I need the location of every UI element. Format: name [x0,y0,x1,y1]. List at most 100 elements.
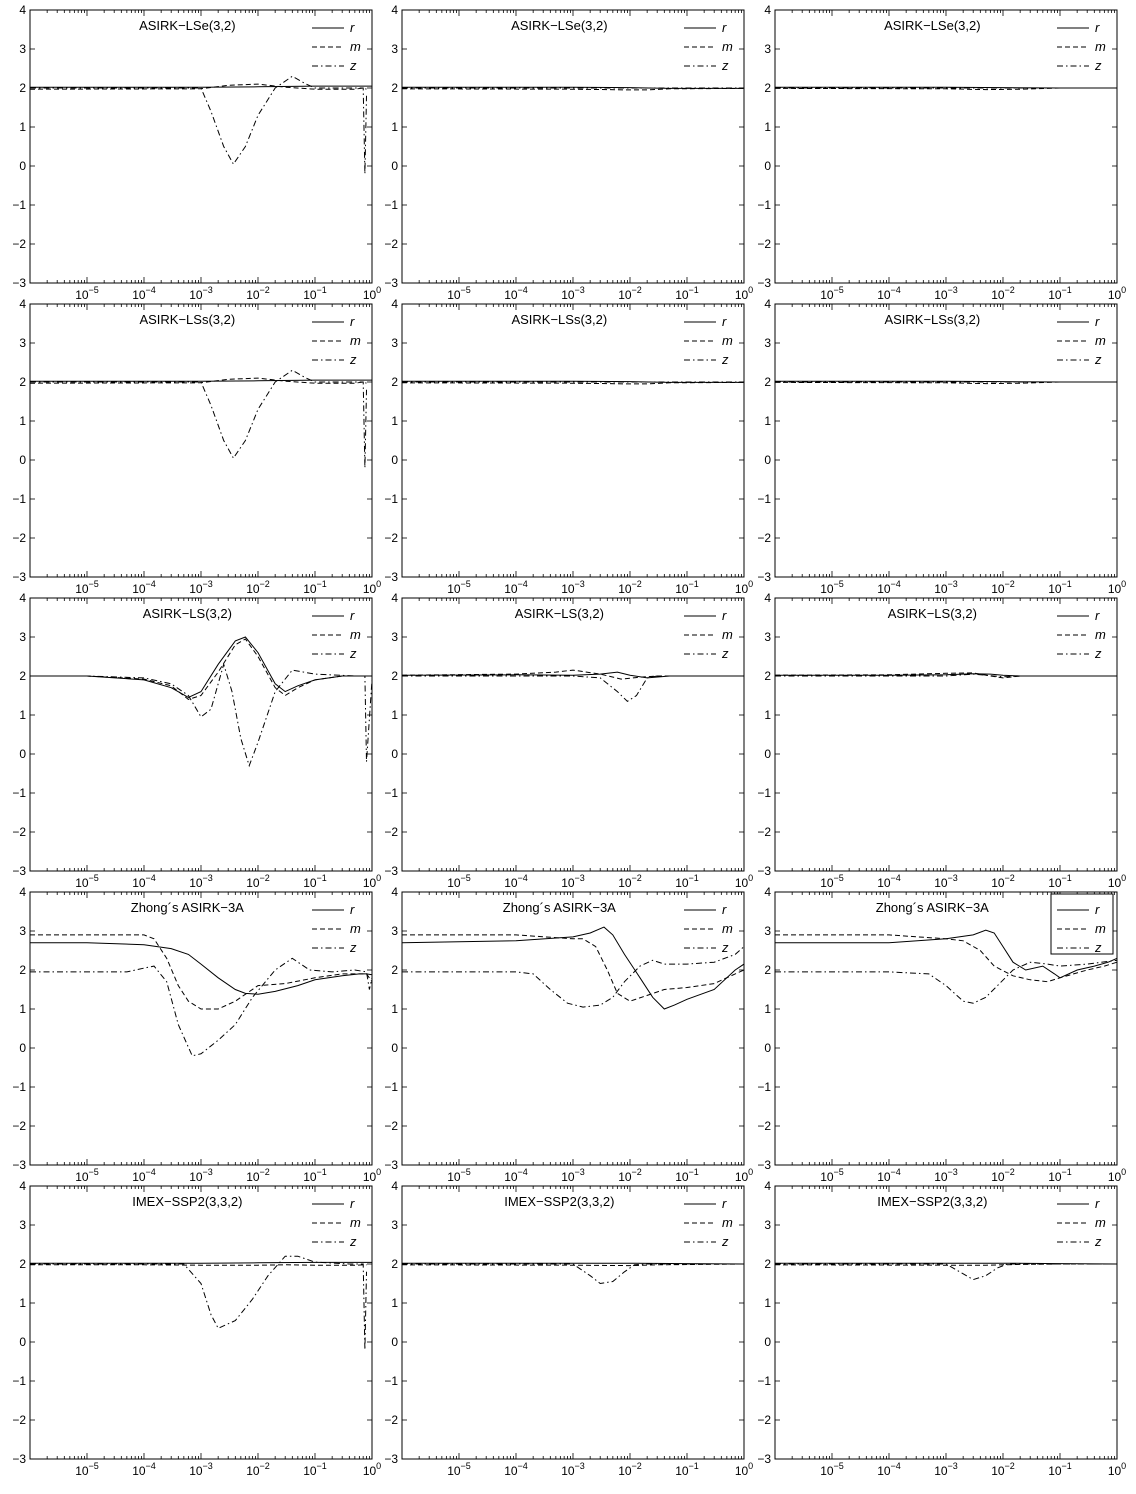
y-tick-label: −2 [384,825,398,839]
chart-panel-2: 10−5 10−4 10−3 10−2 10−1 100 −3 −2 −1 0 1 2 3 4 ASIRK−… [384,3,753,302]
x-tick-exponent: −2 [1005,873,1015,883]
legend-label-r: r [1095,314,1100,329]
x-tick-exponent: −5 [89,579,99,589]
x-tick-base: 10 [1108,1170,1122,1184]
x-tick-base: 10 [132,1464,146,1478]
x-tick-label: 10−2 [991,1461,1015,1478]
chart-panel-13: 10−5 10−4 10−3 10−2 10−1 100 −3 −2 −1 0 1 2 3 4 IMEX−S… [12,1179,381,1478]
x-tick-exponent: 0 [748,579,753,589]
x-tick-exponent: −4 [891,1167,901,1177]
series-line-r [30,85,372,88]
x-tick-base: 10 [934,1464,948,1478]
x-tick-label: 100 [735,285,753,302]
chart-title: ASIRK−LS(3,2) [515,606,604,621]
x-tick-base: 10 [618,876,632,890]
y-tick-label: 2 [764,963,771,977]
x-tick-label: 10−5 [820,1461,844,1478]
x-tick-base: 10 [561,1170,575,1184]
x-tick-label: 10−1 [303,285,327,302]
x-tick-exponent: −5 [834,873,844,883]
x-tick-exponent: −1 [689,1461,699,1471]
x-tick-exponent: −1 [689,285,699,295]
x-tick-exponent: 0 [1121,1461,1126,1471]
x-tick-label: 10−5 [447,285,471,302]
x-tick-base: 10 [877,876,891,890]
axes-frame [29,597,373,872]
x-tick-label: 10−1 [675,1167,699,1184]
y-tick-label: 4 [19,297,26,311]
y-tick-label: 2 [391,1257,398,1271]
x-tick-base: 10 [618,582,632,596]
x-tick-label: 10−1 [303,873,327,890]
x-tick-exponent: 0 [376,1167,381,1177]
x-tick-exponent: −5 [834,1167,844,1177]
series-line-m [775,87,1117,91]
series-line-r [30,636,372,698]
x-tick-label: 10−2 [618,285,642,302]
y-tick-label: −2 [384,1119,398,1133]
chart-svg: 10−5 10−4 10−3 10−2 10−1 100−3−2−101234ASIRK−… [757,591,1126,890]
chart-panel-9: 10−5 10−4 10−3 10−2 10−1 100 −3 −2 −1 0 1 2 3 4 ASIRK−… [757,591,1126,890]
chart-panel-12: 10−5 10−4 10−3 10−2 10−1 100 −3 −2 −1 0 1 2 3 4 Zhong´… [757,885,1126,1184]
x-tick-label: 100 [1108,873,1126,890]
y-tick-label: −3 [12,570,26,584]
legend-box [1050,893,1114,955]
y-tick-label: 4 [19,591,26,605]
x-tick-base: 10 [877,1464,891,1478]
x-tick-base: 10 [1108,582,1122,596]
x-tick-base: 10 [877,288,891,302]
x-tick-label: 100 [1108,1461,1126,1478]
y-tick-label: −1 [384,1374,398,1388]
x-tick-exponent: −3 [203,285,213,295]
x-tick-base: 10 [735,582,749,596]
axes-frame [774,303,1118,578]
x-tick-exponent: −2 [1005,1461,1015,1471]
legend-label-r: r [350,314,355,329]
chart-svg: 10−5 10−4 10−3 10−2 10−1 100−3−2−101234ASIRK−… [12,297,381,596]
legend-label-z: z [349,646,357,661]
x-tick-base: 10 [246,288,260,302]
x-tick-label: 100 [735,873,753,890]
x-tick-label: 10−3 [934,285,958,302]
y-tick-label: −1 [384,492,398,506]
y-tick-label: 1 [764,414,771,428]
series-line-z [775,959,1117,1004]
chart-title: ASIRK−LSe(3,2) [884,18,980,33]
y-tick-label: 2 [391,669,398,683]
y-tick-label: 0 [391,453,398,467]
y-tick-label: −3 [384,1158,398,1172]
series-group [402,926,744,1010]
chart-title: ASIRK−LSe(3,2) [511,18,607,33]
legend-label-m: m [1095,333,1106,348]
x-tick-exponent: −1 [1062,285,1072,295]
x-tick-exponent: −3 [948,1167,958,1177]
chart-svg: 10−5 10−4 10−3 10−2 10−1 100−3−2−101234ASIRK−… [384,297,753,596]
x-tick-label: 100 [1108,285,1126,302]
x-tick-exponent: −3 [575,873,585,883]
x-tick-label: 10−1 [1048,1461,1072,1478]
y-tick-label: 2 [19,1257,26,1271]
y-tick-label: 4 [19,3,26,17]
x-tick-exponent: −4 [891,873,901,883]
y-tick-label: 3 [391,1218,398,1232]
chart-title: ASIRK−LSs(3,2) [884,312,980,327]
y-tick-label: −1 [757,1080,771,1094]
chart-title: Zhong´s ASIRK−3A [876,900,989,915]
x-tick-label: 10−5 [820,873,844,890]
y-tick-label: 4 [764,3,771,17]
x-tick-exponent: 0 [376,873,381,883]
x-tick-exponent: 0 [748,1167,753,1177]
y-tick-label: −1 [384,786,398,800]
chart-panel-3: 10−5 10−4 10−3 10−2 10−1 100 −3 −2 −1 0 1 2 3 4 ASIRK−… [757,3,1126,302]
y-tick-label: −3 [384,864,398,878]
y-tick-label: −3 [12,1452,26,1466]
x-tick-base: 10 [447,1170,461,1184]
legend-label-m: m [350,627,361,642]
y-tick-label: 2 [19,375,26,389]
x-tick-base: 10 [934,1170,948,1184]
y-tick-label: −2 [384,531,398,545]
x-tick-base: 10 [991,582,1005,596]
x-tick-exponent: 0 [748,873,753,883]
x-tick-base: 10 [735,876,749,890]
legend-label-r: r [350,902,355,917]
